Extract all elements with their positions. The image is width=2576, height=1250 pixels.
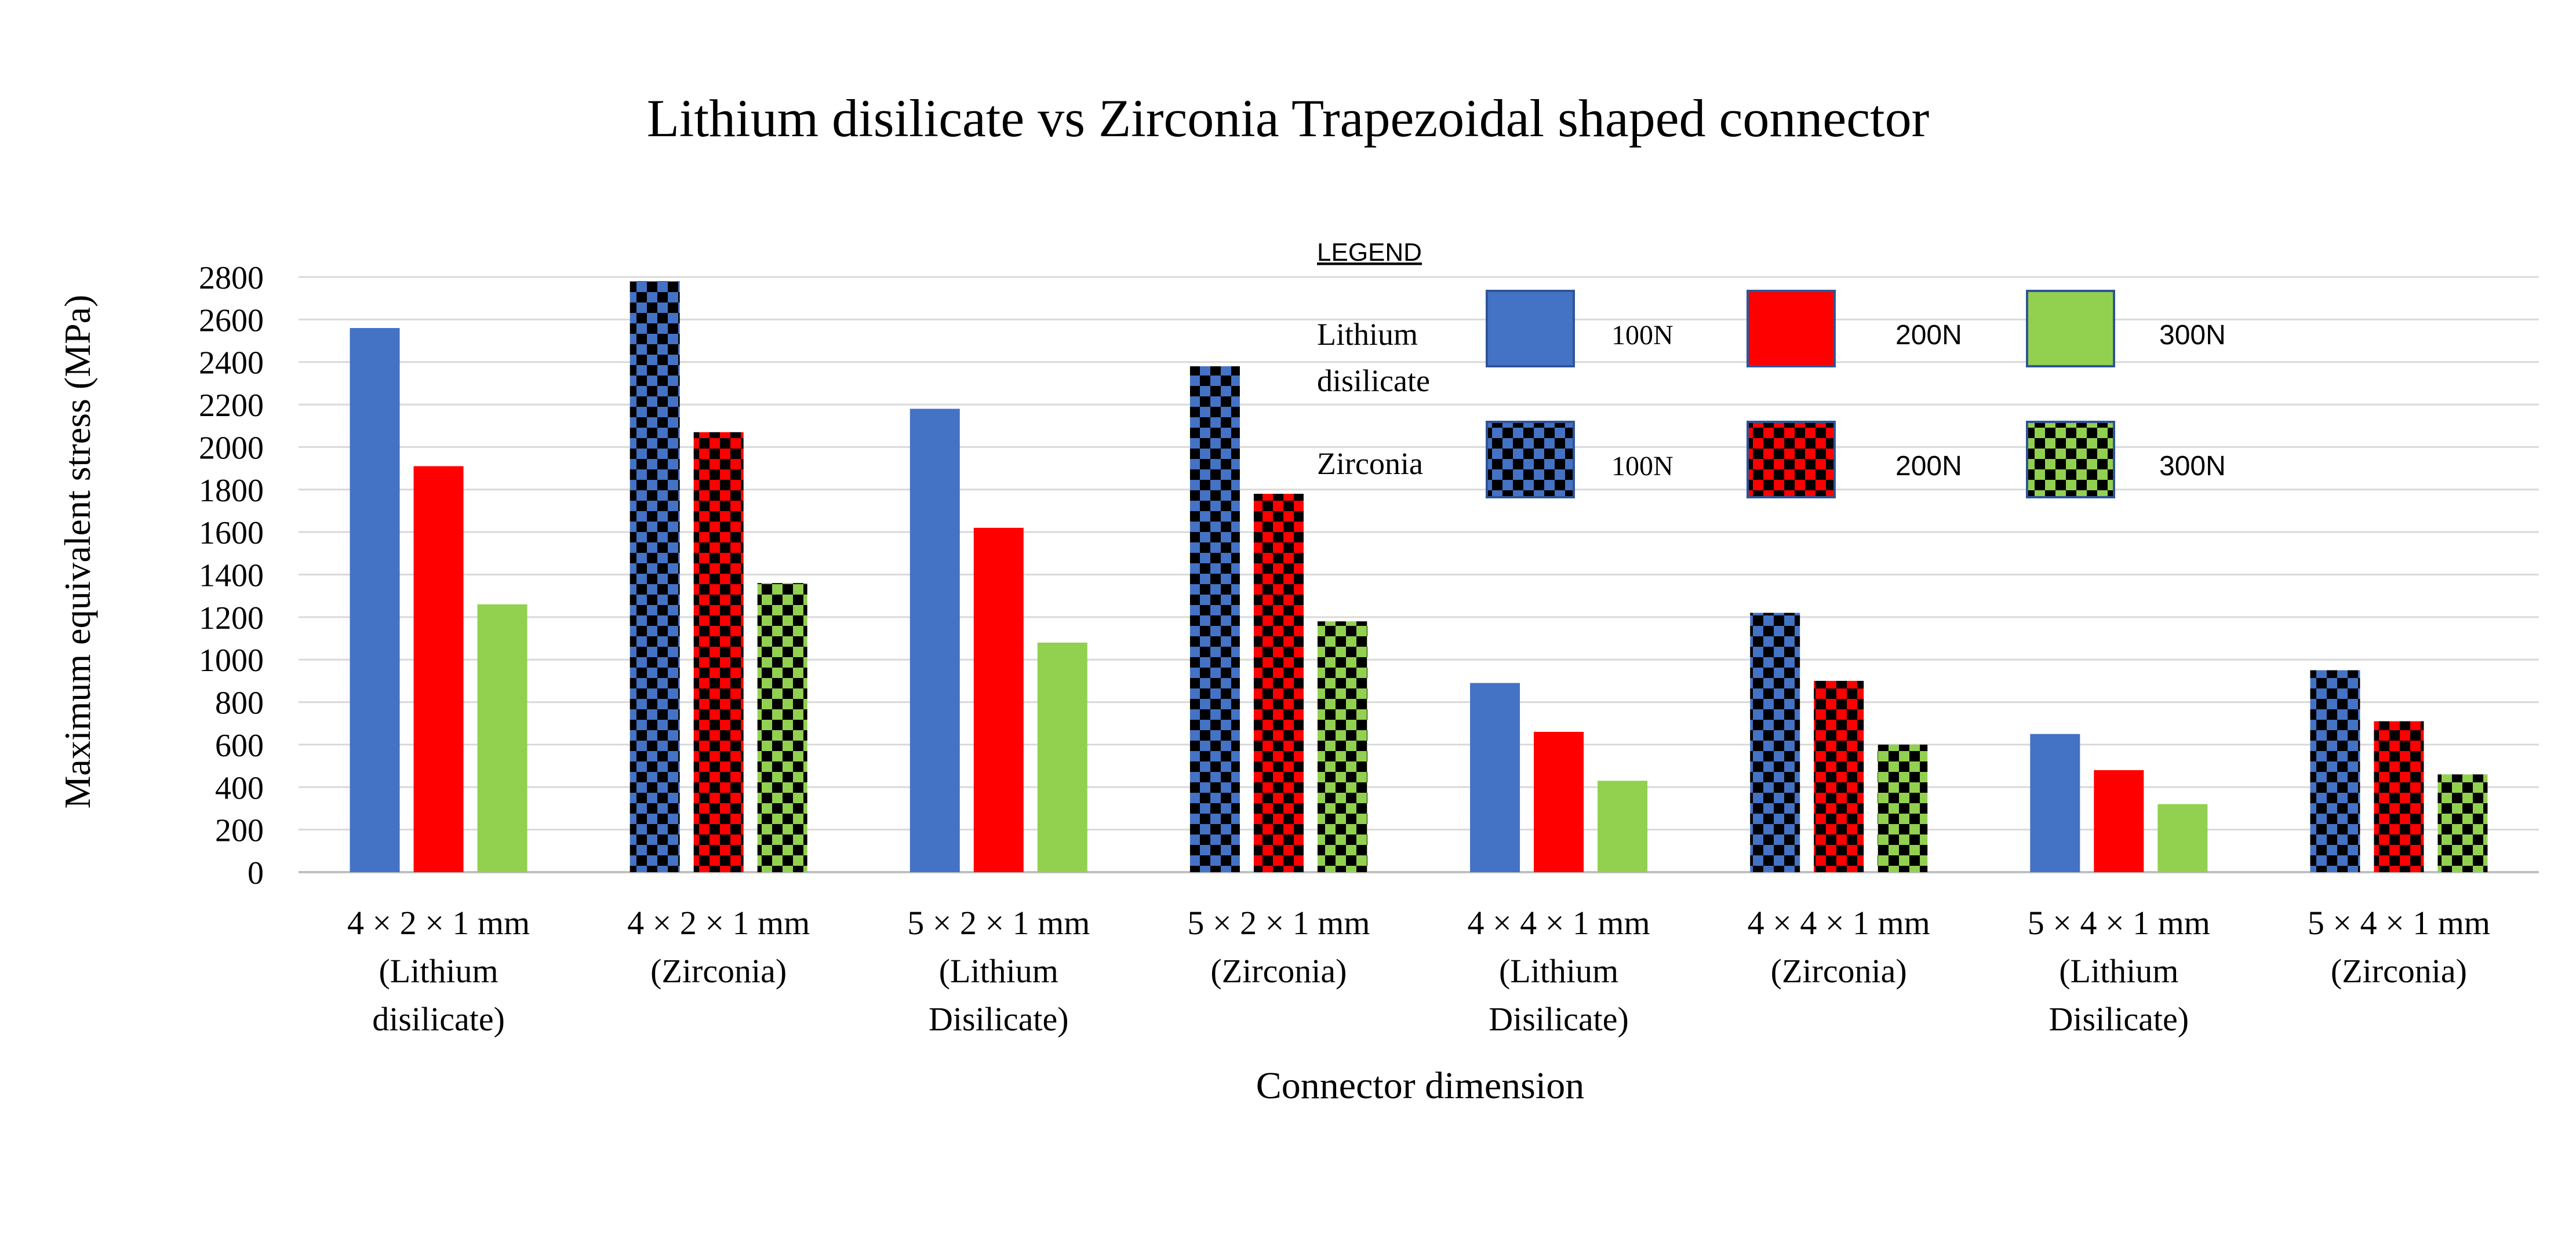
y-tick-label: 1600 xyxy=(199,515,264,551)
bar xyxy=(1253,494,1304,872)
x-tick-label: 4 × 4 × 1 mm (Zirconia) xyxy=(1748,904,1930,990)
legend-swatch xyxy=(1747,290,1836,367)
y-tick-label: 1800 xyxy=(199,473,264,509)
legend-swatch xyxy=(1747,421,1836,498)
legend-swatch xyxy=(2026,421,2115,498)
y-tick-label: 1200 xyxy=(199,600,264,636)
x-tick-label: 5 × 2 × 1 mm (Zirconia) xyxy=(1187,904,1370,990)
bar xyxy=(477,604,527,872)
bar xyxy=(2094,770,2144,872)
bar xyxy=(1534,731,1584,872)
bar xyxy=(630,281,680,873)
y-tick-label: 0 xyxy=(248,855,264,891)
x-tick-label: 4 × 2 × 1 mm (Zirconia) xyxy=(627,904,810,990)
x-tick-label: 5 × 2 × 1 mm (Lithium Disilicate) xyxy=(907,904,1090,1038)
bar xyxy=(1878,744,1928,872)
y-tick-label: 2400 xyxy=(199,345,264,381)
legend-heading: LEGEND xyxy=(1317,238,1422,267)
y-axis-ticks: 0 200 400 600 800 1000 1200 1400 1600 1800 2000 220… xyxy=(199,260,264,891)
bar xyxy=(1317,621,1367,872)
x-tick-label: 5 × 4 × 1 mm (Zirconia) xyxy=(2308,904,2490,990)
y-tick-label: 2000 xyxy=(199,430,264,466)
bar xyxy=(2437,774,2488,872)
legend: LEGEND Lithium disilicate 100N 200N 300N Zirc… xyxy=(1317,238,2226,498)
chart-title: Lithium disilicate vs Zirconia Trapezoid… xyxy=(647,89,1930,148)
legend-series-label: 200N xyxy=(1895,320,1962,351)
y-tick-label: 400 xyxy=(215,770,264,806)
legend-swatch xyxy=(1486,290,1575,367)
y-tick-label: 2600 xyxy=(199,303,264,338)
bar xyxy=(1598,781,1648,872)
bar xyxy=(1470,683,1520,872)
x-axis-ticks: 4 × 2 × 1 mm (Lithium disilicate) 4 × 2 × 1… xyxy=(347,904,2490,1038)
bar xyxy=(1814,680,1864,872)
bar xyxy=(2030,734,2080,872)
y-tick-label: 1400 xyxy=(199,558,264,594)
legend-series-label: 300N xyxy=(2159,320,2226,351)
legend-series-label: 300N xyxy=(2159,451,2226,482)
y-tick-label: 600 xyxy=(215,728,264,764)
y-tick-label: 1000 xyxy=(199,643,264,679)
bar xyxy=(2157,804,2208,872)
bar xyxy=(973,527,1024,872)
bar xyxy=(757,583,807,872)
legend-series-label: 100N xyxy=(1611,451,1673,482)
bar xyxy=(1189,366,1240,872)
bars xyxy=(350,281,2488,873)
bar xyxy=(2374,721,2424,872)
legend-series-label: 200N xyxy=(1895,451,1962,482)
y-tick-label: 800 xyxy=(215,686,264,721)
legend-swatch xyxy=(2026,290,2115,367)
x-tick-label: 5 × 4 × 1 mm (Lithium Disilicate) xyxy=(2028,904,2210,1038)
x-tick-label: 4 × 2 × 1 mm (Lithium disilicate) xyxy=(347,904,530,1038)
y-tick-label: 2800 xyxy=(199,260,264,296)
legend-row-label: Zirconia xyxy=(1317,446,1423,481)
bar xyxy=(1750,613,1800,872)
y-axis-label: Maximum equivalent stress (MPa) xyxy=(57,295,98,809)
legend-row-label: Lithium disilicate xyxy=(1317,317,1430,398)
legend-series-label: 100N xyxy=(1611,320,1673,351)
bar xyxy=(909,409,960,872)
bar xyxy=(413,466,464,872)
y-tick-label: 200 xyxy=(215,813,264,849)
x-tick-label: 4 × 4 × 1 mm (Lithium Disilicate) xyxy=(1467,904,1650,1038)
bar xyxy=(350,328,400,872)
bar xyxy=(693,432,744,872)
legend-swatch xyxy=(1486,421,1575,498)
bar xyxy=(1037,642,1087,872)
x-axis-label: Connector dimension xyxy=(1256,1065,1584,1107)
bar xyxy=(2310,670,2360,872)
y-tick-label: 2200 xyxy=(199,388,264,424)
